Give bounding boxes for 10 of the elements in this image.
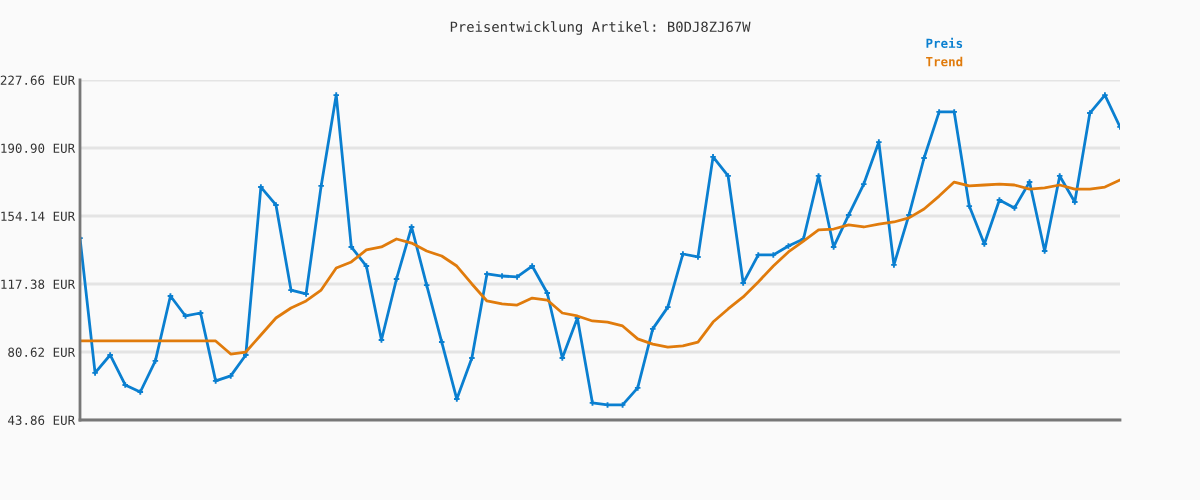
y-tick-label: 190.90 EUR	[1, 143, 76, 153]
y-tick-label: 227.66 EUR	[0, 75, 76, 85]
text: Trend	[926, 56, 963, 67]
y-tick-label: 43.86 EUR	[8, 415, 76, 425]
y-tick-label: 117.38 EUR	[1, 279, 76, 289]
text: Preis	[926, 37, 963, 48]
y-tick-label: 80.62 EUR	[8, 347, 76, 357]
y-tick-label: 154.14 EUR	[1, 211, 76, 221]
chart-title: Preisentwicklung Artikel: B0DJ8ZJ67W	[450, 21, 751, 35]
line-series	[80, 178, 1120, 356]
